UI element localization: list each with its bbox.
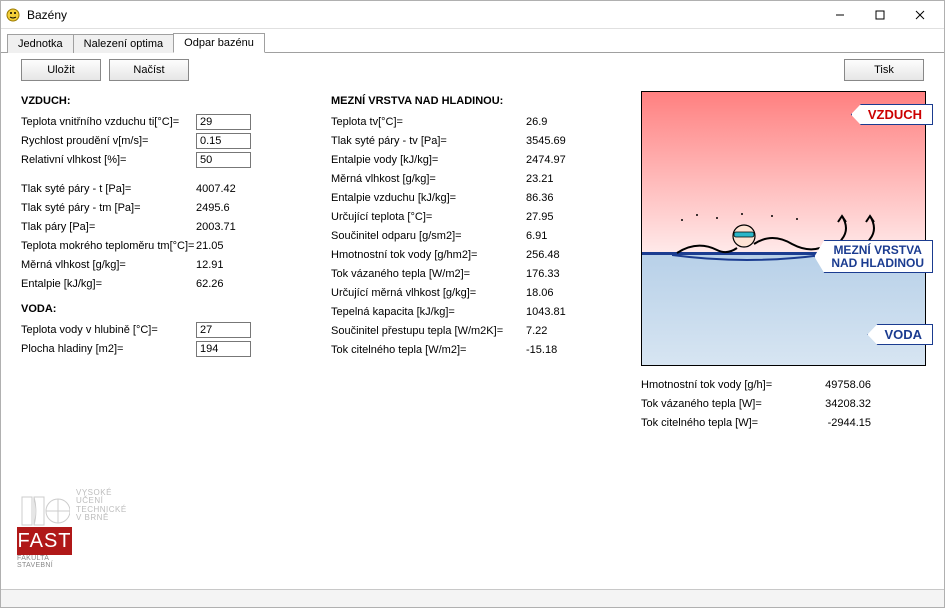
vzduch-calc-value: 12.91 — [196, 259, 261, 271]
mezni-value: 27.95 — [526, 211, 591, 223]
mezni-value: 23.21 — [526, 173, 591, 185]
mezni-value: -15.18 — [526, 344, 591, 356]
swimmer-icon — [672, 210, 822, 265]
mezni-label: Teplota tv[°C]= — [331, 116, 526, 128]
input-rychlost[interactable] — [196, 133, 251, 149]
logo-sub2: STAVEBNÍ — [17, 562, 72, 569]
tab-nalezeni-optima[interactable]: Nalezení optima — [73, 34, 175, 53]
summary-label: Hmotnostní tok vody [g/h]= — [641, 379, 801, 391]
mezni-value: 1043.81 — [526, 306, 591, 318]
minimize-button[interactable] — [820, 1, 860, 28]
col-vzduch-voda: VZDUCH: Teplota vnitřního vzduchu ti[°C]… — [21, 85, 321, 359]
close-button[interactable] — [900, 1, 940, 28]
vzduch-calc-label: Tlak páry [Pa]= — [21, 221, 196, 233]
mezni-value: 3545.69 — [526, 135, 591, 147]
header-mezni: MEZNÍ VRSTVA NAD HLADINOU: — [331, 95, 621, 107]
logo-right-text: VYSOKÉ UČENÍ TECHNICKÉ V BRNĚ — [72, 489, 152, 569]
vzduch-calc-value: 2495.6 — [196, 202, 261, 214]
lbl-rel-vlhkost: Relativní vlhkost [%]= — [21, 154, 196, 166]
titlebar: Bazény — [1, 1, 944, 29]
mezni-label: Určující měrná vlhkost [g/kg]= — [331, 287, 526, 299]
summary-value: 34208.32 — [801, 398, 871, 410]
maximize-button[interactable] — [860, 1, 900, 28]
mezni-label: Tepelná kapacita [kJ/kg]= — [331, 306, 526, 318]
lbl-rychlost: Rychlost proudění v[m/s]= — [21, 135, 196, 147]
vzduch-calc-label: Měrná vlhkost [g/kg]= — [21, 259, 196, 271]
app-icon — [5, 7, 21, 23]
col-diagram: VZDUCH MEZNÍ VRSTVA NAD HLADINOU VODA Hm… — [641, 85, 931, 433]
summary: Hmotnostní tok vody [g/h]=49758.06Tok vá… — [641, 376, 931, 432]
mezni-value: 86.36 — [526, 192, 591, 204]
mezni-label: Hmotnostní tok vody [g/hm2]= — [331, 249, 526, 261]
mezni-value: 26.9 — [526, 116, 591, 128]
load-button[interactable]: Načíst — [109, 59, 189, 81]
mezni-value: 6.91 — [526, 230, 591, 242]
vzduch-calc-value: 62.26 — [196, 278, 261, 290]
callout-mezni: MEZNÍ VRSTVA NAD HLADINOU — [814, 240, 933, 273]
toolbar: Uložit Načíst Tisk — [1, 53, 944, 85]
lbl-teplota-vzduchu: Teplota vnitřního vzduchu ti[°C]= — [21, 116, 196, 128]
window-buttons — [820, 1, 940, 28]
print-button[interactable]: Tisk — [844, 59, 924, 81]
header-voda: VODA: — [21, 303, 321, 315]
mezni-value: 256.48 — [526, 249, 591, 261]
mezni-label: Součinitel odparu [g/sm2]= — [331, 230, 526, 242]
summary-label: Tok vázaného tepla [W]= — [641, 398, 801, 410]
lbl-plocha-hladiny: Plocha hladiny [m2]= — [21, 343, 196, 355]
callout-voda: VODA — [867, 324, 933, 345]
input-teplota-vzduchu[interactable] — [196, 114, 251, 130]
logo-fast-text: FAST — [17, 527, 72, 555]
summary-label: Tok citelného tepla [W]= — [641, 417, 801, 429]
tab-jednotka[interactable]: Jednotka — [7, 34, 74, 53]
window: Bazény Jednotka Nalezení optima Odpar ba… — [0, 0, 945, 608]
mezni-label: Entalpie vody [kJ/kg]= — [331, 154, 526, 166]
vzduch-calc-value: 21.05 — [196, 240, 261, 252]
statusbar — [1, 589, 944, 607]
input-teplota-vody[interactable] — [196, 322, 251, 338]
content: VZDUCH: Teplota vnitřního vzduchu ti[°C]… — [1, 85, 944, 589]
vzduch-calc-value: 4007.42 — [196, 183, 261, 195]
mezni-label: Entalpie vzduchu [kJ/kg]= — [331, 192, 526, 204]
window-title: Bazény — [27, 8, 820, 22]
mezni-label: Součinitel přestupu tepla [W/m2K]= — [331, 325, 526, 337]
mezni-value: 176.33 — [526, 268, 591, 280]
header-vzduch: VZDUCH: — [21, 95, 321, 107]
vzduch-calc-label: Entalpie [kJ/kg]= — [21, 278, 196, 290]
mezni-label: Měrná vlhkost [g/kg]= — [331, 173, 526, 185]
pool-diagram: VZDUCH MEZNÍ VRSTVA NAD HLADINOU VODA — [641, 91, 926, 366]
mezni-value: 2474.97 — [526, 154, 591, 166]
col-mezni: MEZNÍ VRSTVA NAD HLADINOU: Teplota tv[°C… — [331, 85, 621, 360]
vzduch-calc-value: 2003.71 — [196, 221, 261, 233]
mezni-value: 7.22 — [526, 325, 591, 337]
fast-logo: FAST FAKULTA STAVEBNÍ VYSOKÉ UČENÍ TECHN… — [17, 489, 152, 569]
mezni-label: Určující teplota [°C]= — [331, 211, 526, 223]
lbl-teplota-vody: Teplota vody v hlubině [°C]= — [21, 324, 196, 336]
vzduch-calc-label: Teplota mokrého teploměru tm[°C]= — [21, 240, 196, 252]
mezni-label: Tok vázaného tepla [W/m2]= — [331, 268, 526, 280]
summary-value: 49758.06 — [801, 379, 871, 391]
mezni-label: Tlak syté páry - tv [Pa]= — [331, 135, 526, 147]
vzduch-calc-label: Tlak syté páry - t [Pa]= — [21, 183, 196, 195]
tabs: Jednotka Nalezení optima Odpar bazénu — [1, 31, 944, 53]
callout-vzduch: VZDUCH — [851, 104, 933, 125]
tab-odpar-bazenu[interactable]: Odpar bazénu — [173, 33, 265, 53]
callout-mezni-line2: NAD HLADINOU — [831, 256, 924, 270]
summary-value: -2944.15 — [801, 417, 871, 429]
save-button[interactable]: Uložit — [21, 59, 101, 81]
input-rel-vlhkost[interactable] — [196, 152, 251, 168]
mezni-value: 18.06 — [526, 287, 591, 299]
logo-sub1: FAKULTA — [17, 555, 72, 562]
mezni-label: Tok citelného tepla [W/m2]= — [331, 344, 526, 356]
input-plocha-hladiny[interactable] — [196, 341, 251, 357]
vzduch-calc-label: Tlak syté páry - tm [Pa]= — [21, 202, 196, 214]
